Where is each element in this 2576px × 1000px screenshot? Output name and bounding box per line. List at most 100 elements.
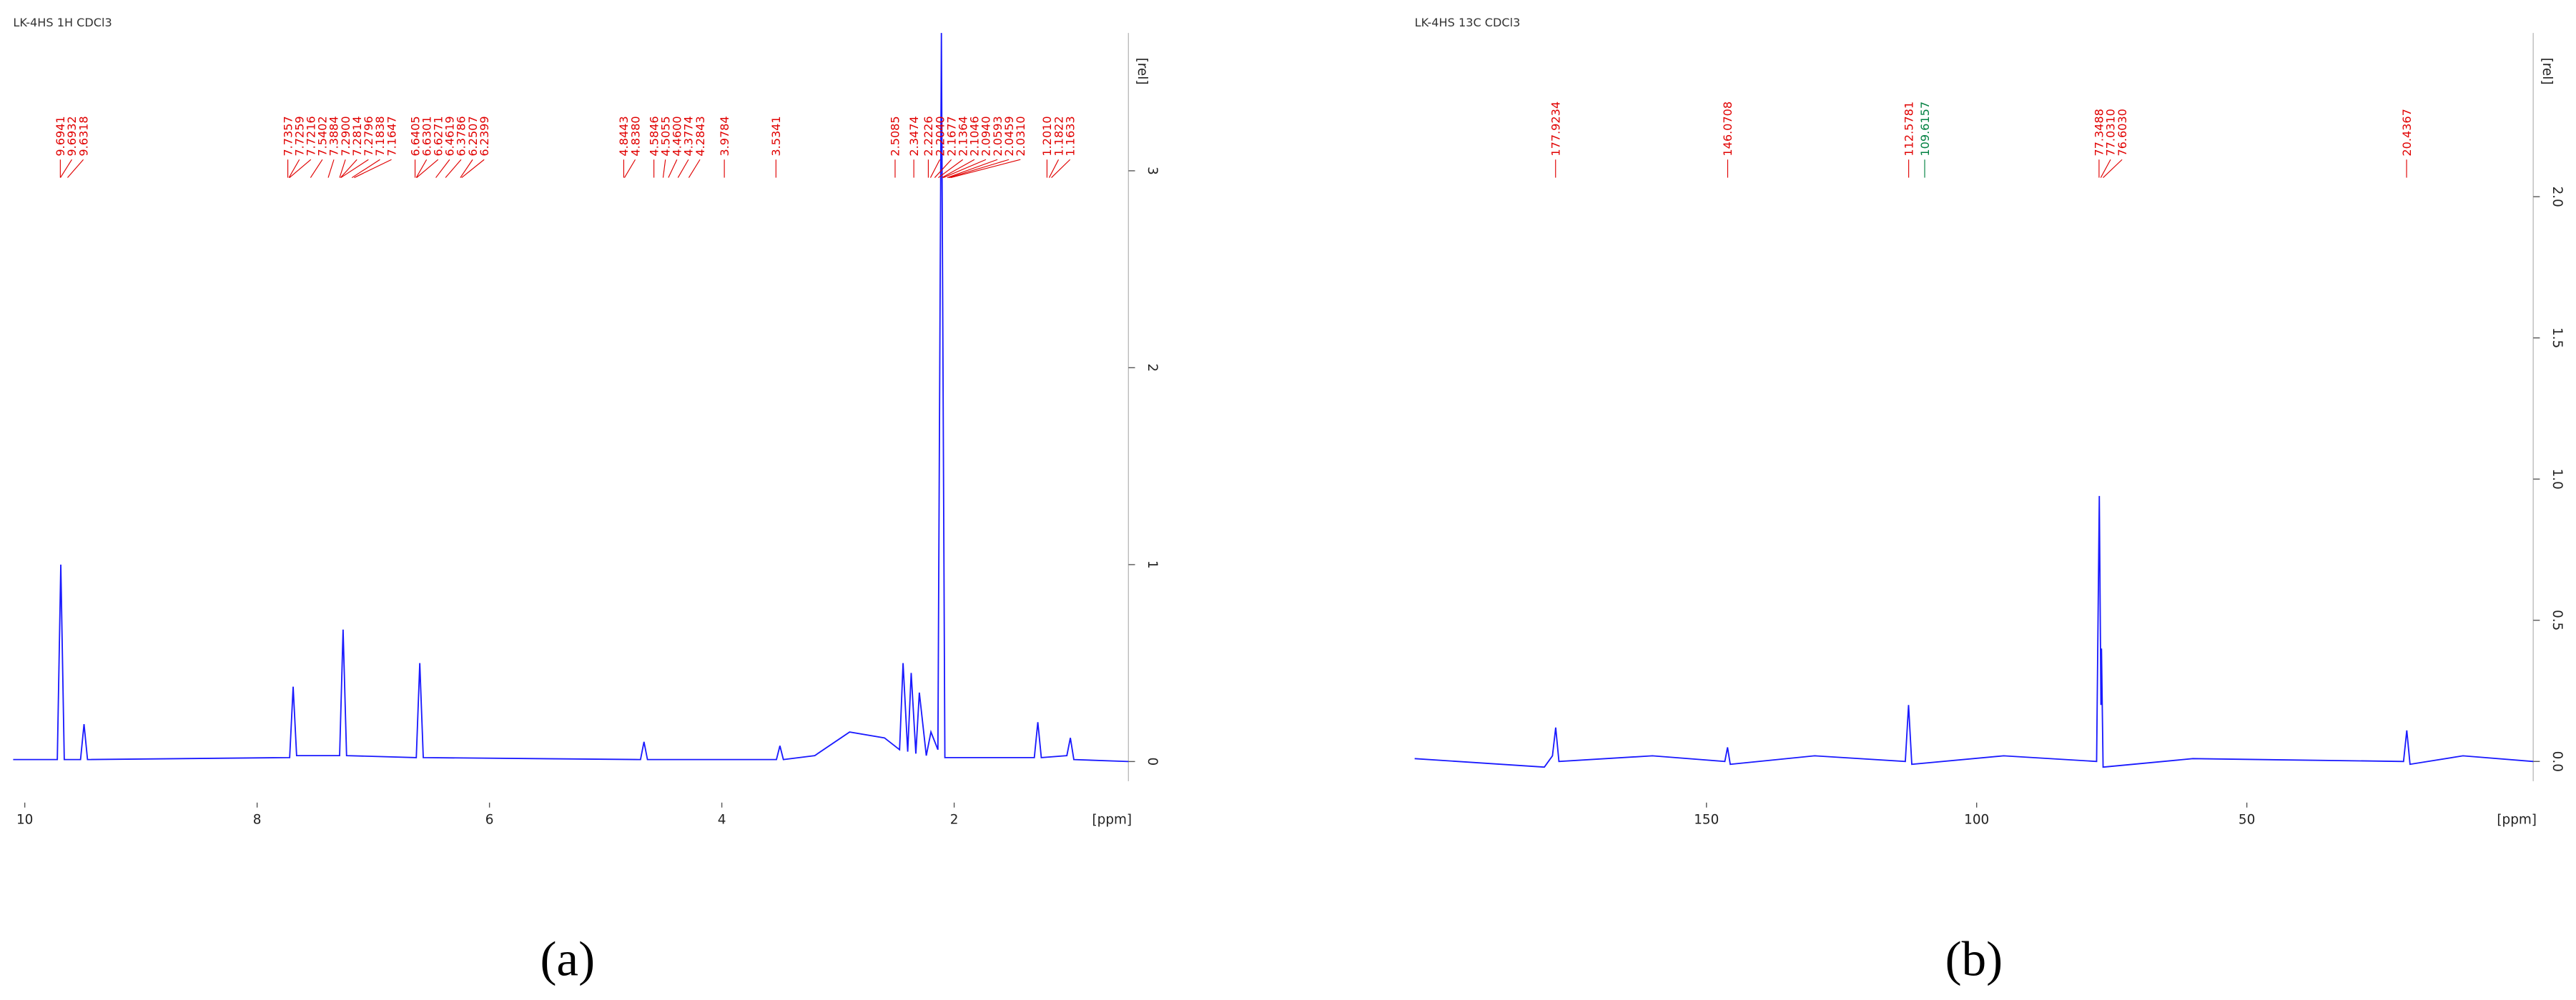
header: LK-4HS 1H CDCl3 xyxy=(13,16,112,29)
peak-label: 6.4619 xyxy=(443,116,457,156)
peak-label: 4.3774 xyxy=(682,116,696,156)
peak-label: 4.8443 xyxy=(617,116,631,156)
peak-label: 7.7216 xyxy=(305,116,318,156)
header: LK-4HS 13C CDCl3 xyxy=(1415,16,1521,29)
peak-connector xyxy=(668,159,678,178)
peak-connector xyxy=(340,159,357,178)
peak-label: 7.2900 xyxy=(339,116,352,156)
peak-label: 9.6941 xyxy=(54,116,67,156)
caption: (b) xyxy=(1945,931,2003,986)
peak-label: 77.0310 xyxy=(2104,109,2118,157)
peak-label: 1.1822 xyxy=(1052,116,1065,156)
peak-connector xyxy=(623,159,636,178)
peak-connector xyxy=(445,159,462,178)
peak-label: 7.7259 xyxy=(292,116,306,156)
peak-label: 6.6271 xyxy=(432,116,445,156)
peak-label: 2.1364 xyxy=(956,116,969,156)
x-tick-label: 150 xyxy=(1694,813,1719,828)
peak-label: 77.3488 xyxy=(2093,109,2106,157)
peak-connector xyxy=(289,159,312,178)
y-tick-label: 2.0 xyxy=(2550,187,2565,207)
y-tick-label: 0 xyxy=(1145,758,1160,766)
peak-connector xyxy=(938,159,964,179)
x-tick-label: 2 xyxy=(950,813,959,828)
peak-label: 2.5085 xyxy=(889,116,902,156)
x-tick-label: 8 xyxy=(253,813,262,828)
peak-label: 7.2814 xyxy=(350,116,364,156)
peak-connector xyxy=(460,159,473,178)
peak-connector xyxy=(934,159,952,178)
peak-label: 1.1633 xyxy=(1063,116,1077,156)
y-tick-label: 0.0 xyxy=(2550,751,2565,772)
peak-connector xyxy=(662,159,666,178)
peak-connector xyxy=(688,159,701,178)
peak-label: 4.4600 xyxy=(671,116,684,156)
caption: (a) xyxy=(540,931,595,986)
peak-label: 2.3474 xyxy=(907,116,921,156)
x-axis-label: [ppm] xyxy=(1092,813,1132,828)
peak-label: 4.5055 xyxy=(658,116,672,156)
peak-label: 20.4367 xyxy=(2400,109,2414,157)
peak-label: 2.0593 xyxy=(991,116,1005,156)
peak-connector xyxy=(435,159,450,178)
peak-connector xyxy=(340,159,369,179)
peak-connector xyxy=(2103,159,2123,178)
peak-connector xyxy=(327,159,335,178)
peak-connector xyxy=(677,159,689,178)
y-tick-label: 1 xyxy=(1145,560,1160,569)
peak-label: 2.2040 xyxy=(933,116,947,156)
peak-label: 2.2226 xyxy=(922,116,935,156)
peak-connector xyxy=(1051,159,1071,178)
peak-connector xyxy=(60,159,72,178)
peak-label: 146.0708 xyxy=(1721,102,1734,157)
peak-label: 6.2507 xyxy=(466,116,480,156)
peak-connector xyxy=(1048,159,1060,178)
peak-label: 2.1677 xyxy=(944,116,958,156)
peak-label: 3.9784 xyxy=(718,116,731,156)
peak-connector xyxy=(415,159,428,178)
peak-connector xyxy=(354,159,392,179)
peak-connector xyxy=(351,159,380,179)
peak-connector xyxy=(310,159,323,178)
peak-connector xyxy=(950,159,1021,179)
peak-connector xyxy=(948,159,1010,179)
peak-label: 2.1046 xyxy=(968,116,982,156)
y-tick-label: 1.5 xyxy=(2550,327,2565,348)
peak-label: 6.3786 xyxy=(455,116,468,156)
x-axis-label: [ppm] xyxy=(2497,813,2537,828)
x-tick-label: 50 xyxy=(2239,813,2255,828)
peak-label: 6.6405 xyxy=(408,116,422,156)
peak-connector xyxy=(942,159,975,179)
peak-label: 2.0940 xyxy=(979,116,993,156)
peak-connector xyxy=(416,159,439,178)
x-tick-label: 4 xyxy=(718,813,726,828)
y-tick-label: 0.5 xyxy=(2550,610,2565,630)
peak-label: 2.0310 xyxy=(1014,116,1027,156)
peak-connector xyxy=(339,159,346,178)
peak-connector xyxy=(943,159,987,179)
x-tick-label: 100 xyxy=(1964,813,1989,828)
peak-label: 1.2010 xyxy=(1040,116,1054,156)
peak-label: 3.5341 xyxy=(769,116,783,156)
x-tick-label: 6 xyxy=(485,813,494,828)
peak-label: 6.6301 xyxy=(420,116,433,156)
peak-connector xyxy=(461,159,485,178)
x-tick-label: 10 xyxy=(16,813,33,828)
peak-label: 7.1838 xyxy=(373,116,387,156)
peak-label: 4.8380 xyxy=(628,116,642,156)
peak-connector xyxy=(2100,159,2111,178)
peak-label: 112.5781 xyxy=(1902,102,1915,157)
peak-label: 6.2399 xyxy=(478,116,491,156)
peak-label: 7.5402 xyxy=(316,116,330,156)
peak-label: 7.3884 xyxy=(327,116,341,156)
spectrum-line xyxy=(13,33,1129,763)
peak-label: 9.6932 xyxy=(65,116,79,156)
peak-connector xyxy=(929,159,941,178)
y-tick-label: 2 xyxy=(1145,364,1160,372)
peak-label: 7.2796 xyxy=(362,116,375,156)
peak-label: 109.6157 xyxy=(1918,102,1932,157)
y-tick-label: 3 xyxy=(1145,167,1160,175)
peak-label: 177.9234 xyxy=(1549,102,1562,157)
peak-label: 4.2843 xyxy=(694,116,707,156)
